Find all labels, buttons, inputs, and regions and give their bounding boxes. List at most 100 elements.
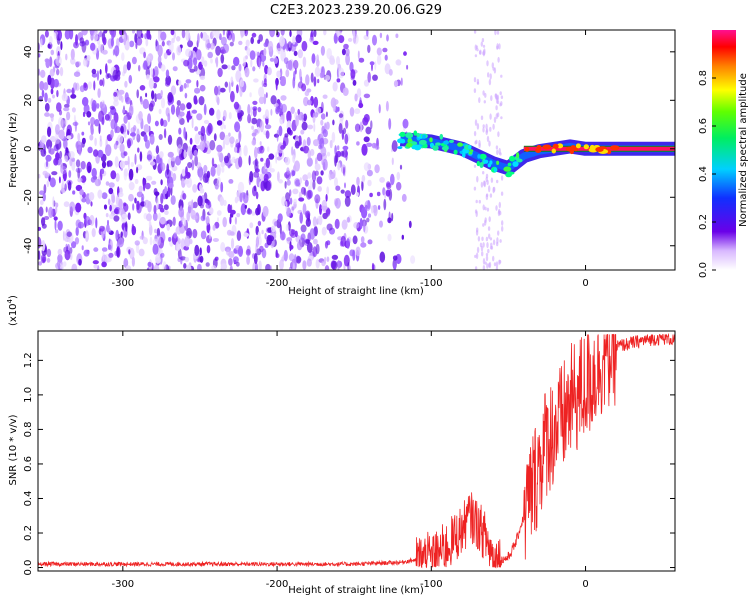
heatmap-noise-cell <box>479 242 483 248</box>
heatmap-noise-cell <box>387 217 392 224</box>
heatmap-noise-cell <box>302 56 307 68</box>
heatmap-noise-cell <box>153 76 160 83</box>
heatmap-noise-cell <box>131 56 137 65</box>
heatmap-noise-cell <box>181 30 186 39</box>
heatmap-noise-cell <box>106 160 113 167</box>
heatmap-noise-cell <box>295 179 301 187</box>
heatmap-noise-cell <box>354 108 361 115</box>
heatmap-noise-cell <box>118 191 124 198</box>
heatmap-noise-cell <box>150 68 153 77</box>
heatmap-noise-cell <box>317 78 320 84</box>
heatmap-noise-cell <box>395 33 399 39</box>
heatmap-noise-cell <box>239 146 242 157</box>
heatmap-noise-cell <box>363 162 370 172</box>
heatmap-noise-cell <box>300 186 306 195</box>
heatmap-noise-cell <box>331 260 338 270</box>
heatmap-noise-cell <box>193 98 198 105</box>
heatmap-noise-cell <box>172 173 177 181</box>
heatmap-signal-cell <box>397 146 403 150</box>
heatmap-noise-cell <box>306 258 312 267</box>
heatmap-noise-cell <box>38 226 42 231</box>
heatmap-noise-cell <box>136 128 140 139</box>
heatmap-noise-cell <box>385 100 389 112</box>
heatmap-noise-cell <box>480 115 484 121</box>
heatmap-noise-cell <box>333 99 339 105</box>
heatmap-noise-cell <box>129 247 135 260</box>
heatmap-noise-cell <box>326 223 333 231</box>
heatmap-noise-cell <box>232 256 239 264</box>
heatmap-noise-cell <box>56 68 60 76</box>
heatmap-noise-cell <box>175 226 182 235</box>
heatmap-noise-cell <box>483 180 486 187</box>
heatmap-noise-cell <box>120 125 124 134</box>
heatmap-noise-cell <box>304 179 309 187</box>
heatmap-noise-cell <box>219 87 226 93</box>
heatmap-noise-cell <box>66 135 72 140</box>
heatmap-noise-cell <box>258 34 264 42</box>
heatmap-noise-cell <box>73 82 78 91</box>
heatmap-noise-cell <box>336 219 338 226</box>
heatmap-noise-cell <box>273 57 278 64</box>
heatmap-noise-cell <box>164 80 171 87</box>
heatmap-noise-cell <box>130 132 136 137</box>
heatmap-noise-cell <box>154 93 157 103</box>
heatmap-noise-cell <box>277 213 283 223</box>
heatmap-noise-cell <box>500 74 503 78</box>
heatmap-noise-cell <box>329 139 333 149</box>
heatmap-noise-cell <box>337 162 341 171</box>
heatmap-noise-cell <box>326 48 333 60</box>
heatmap-noise-cell <box>391 212 394 222</box>
heatmap-noise-cell <box>331 254 339 260</box>
heatmap-noise-cell <box>150 161 156 166</box>
heatmap-noise-cell <box>500 191 504 196</box>
heatmap-noise-cell <box>235 261 240 267</box>
heatmap-noise-cell <box>299 212 304 224</box>
heatmap-noise-cell <box>151 180 157 185</box>
heatmap-noise-cell <box>231 65 236 71</box>
heatmap-noise-cell <box>312 179 316 190</box>
heatmap-noise-cell <box>127 121 131 132</box>
colorbar-tick-label: 0.0 <box>698 262 709 278</box>
heatmap-noise-cell <box>51 171 58 176</box>
heatmap-noise-cell <box>205 215 210 226</box>
heatmap-noise-cell <box>81 141 85 148</box>
heatmap-noise-cell <box>87 146 93 154</box>
heatmap-noise-cell <box>219 196 225 206</box>
heatmap-noise-cell <box>194 126 199 132</box>
heatmap-noise-cell <box>112 69 119 81</box>
heatmap-signal-cell <box>477 154 481 159</box>
heatmap-noise-cell <box>71 107 76 113</box>
heatmap-noise-cell <box>269 30 275 38</box>
heatmap-noise-cell <box>483 100 486 104</box>
heatmap-noise-cell <box>332 81 338 92</box>
heatmap-noise-cell <box>168 237 172 242</box>
heatmap-noise-cell <box>499 152 502 156</box>
heatmap-noise-cell <box>336 30 341 38</box>
heatmap-noise-cell <box>164 210 169 216</box>
heatmap-noise-cell <box>137 30 141 37</box>
heatmap-noise-cell <box>280 114 283 120</box>
heatmap-noise-cell <box>474 209 478 214</box>
heatmap-noise-cell <box>38 250 41 260</box>
heatmap-noise-cell <box>501 220 504 226</box>
heatmap-noise-cell <box>496 237 499 244</box>
heatmap-noise-cell <box>50 136 56 142</box>
heatmap-noise-cell <box>302 203 307 215</box>
heatmap-noise-cell <box>68 151 75 159</box>
heatmap-noise-cell <box>495 267 499 270</box>
heatmap-noise-cell <box>319 72 324 79</box>
heatmap-noise-cell <box>387 233 392 242</box>
heatmap-noise-cell <box>478 199 481 204</box>
heatmap-noise-cell <box>196 113 203 121</box>
heatmap-noise-cell <box>239 79 245 88</box>
heatmap-noise-cell <box>320 45 325 56</box>
heatmap-noise-cell <box>65 53 68 61</box>
heatmap-noise-cell <box>196 80 199 88</box>
heatmap-noise-cell <box>379 177 385 183</box>
heatmap-noise-cell <box>199 170 203 181</box>
heatmap-noise-cell <box>65 147 69 154</box>
heatmap-signal-cell <box>429 137 433 143</box>
heatmap-noise-cell <box>244 204 247 209</box>
heatmap-noise-cell <box>305 217 311 227</box>
heatmap-noise-cell <box>354 93 358 102</box>
